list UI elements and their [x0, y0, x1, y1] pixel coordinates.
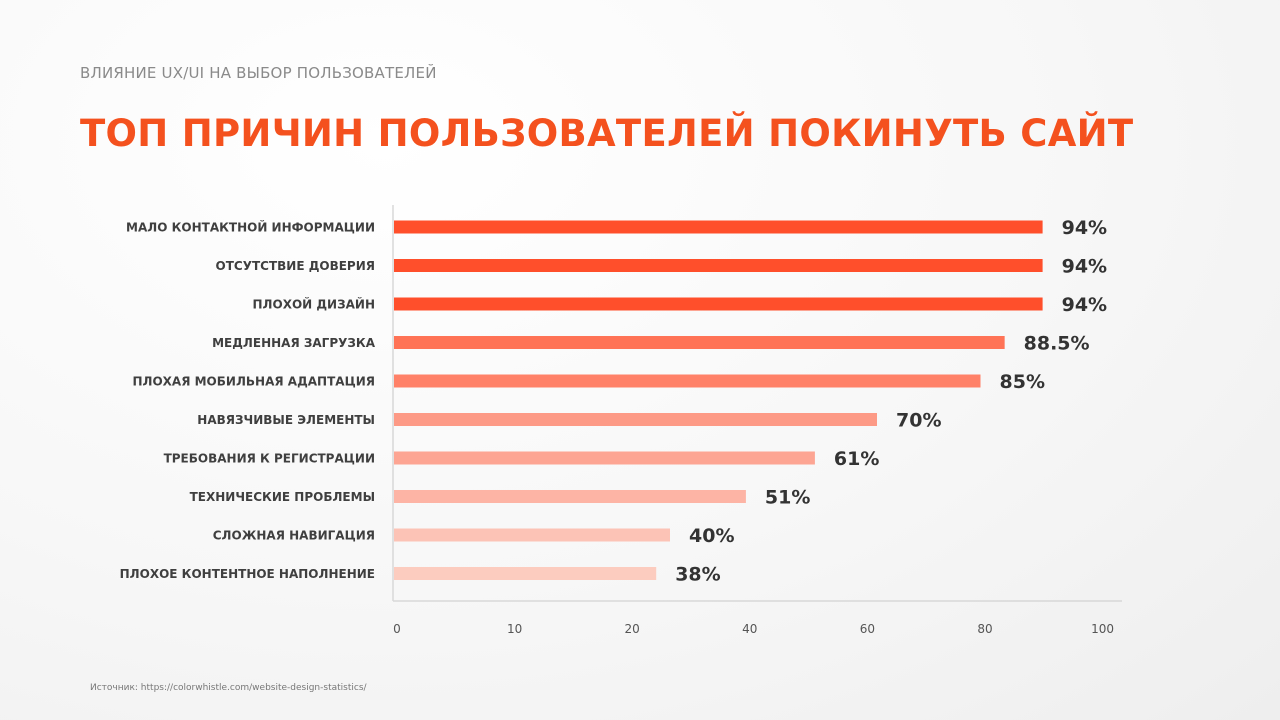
chart-title: ТОП ПРИЧИН ПОЛЬЗОВАТЕЛЕЙ ПОКИНУТЬ САЙТ [80, 112, 1134, 155]
data-label: 88.5% [1024, 333, 1090, 355]
category-label: ТРЕБОВАНИЯ К РЕГИСТРАЦИИ [164, 452, 375, 466]
bar [394, 413, 877, 426]
x-tick-label: 100 [1091, 622, 1114, 636]
data-label: 40% [689, 525, 734, 547]
category-label: МАЛО КОНТАКТНОЙ ИНФОРМАЦИИ [126, 220, 375, 235]
data-label: 94% [1062, 294, 1107, 316]
data-label: 70% [896, 410, 941, 432]
category-label: ТЕХНИЧЕСКИЕ ПРОБЛЕМЫ [190, 490, 375, 504]
chart-subtitle: ВЛИЯНИЕ UX/UI НА ВЫБОР ПОЛЬЗОВАТЕЛЕЙ [80, 64, 437, 82]
data-label: 61% [834, 448, 879, 470]
bar [394, 374, 981, 388]
category-label: ОТСУТСТВИЕ ДОВЕРИЯ [216, 259, 376, 273]
data-label: 94% [1062, 256, 1107, 278]
bar [394, 451, 815, 465]
x-tick-label: 40 [742, 622, 757, 636]
x-tick-label: 0 [393, 622, 401, 636]
data-label: 94% [1062, 217, 1107, 239]
bar [394, 528, 670, 542]
x-tick-label: 60 [860, 622, 875, 636]
bar [394, 220, 1043, 234]
bar [394, 297, 1043, 311]
category-label: СЛОЖНАЯ НАВИГАЦИЯ [213, 529, 375, 543]
category-label: НАВЯЗЧИВЫЕ ЭЛЕМЕНТЫ [197, 413, 375, 427]
x-tick-label: 20 [625, 622, 640, 636]
bar [394, 259, 1043, 272]
source-note: Источник: https://colorwhistle.com/websi… [90, 683, 367, 693]
x-tick-label: 80 [977, 622, 992, 636]
data-label: 85% [1000, 371, 1045, 393]
category-label: ПЛОХОЕ КОНТЕНТНОЕ НАПОЛНЕНИЕ [120, 567, 375, 581]
x-tick-label: 10 [507, 622, 522, 636]
category-label: ПЛОХАЯ МОБИЛЬНАЯ АДАПТАЦИЯ [132, 375, 375, 389]
bar [394, 336, 1005, 349]
bar [394, 567, 657, 580]
category-label: МЕДЛЕННАЯ ЗАГРУЗКА [212, 336, 376, 350]
data-label: 38% [675, 564, 720, 586]
category-label: ПЛОХОЙ ДИЗАЙН [252, 297, 375, 312]
data-label: 51% [765, 487, 810, 509]
bar [394, 490, 746, 503]
